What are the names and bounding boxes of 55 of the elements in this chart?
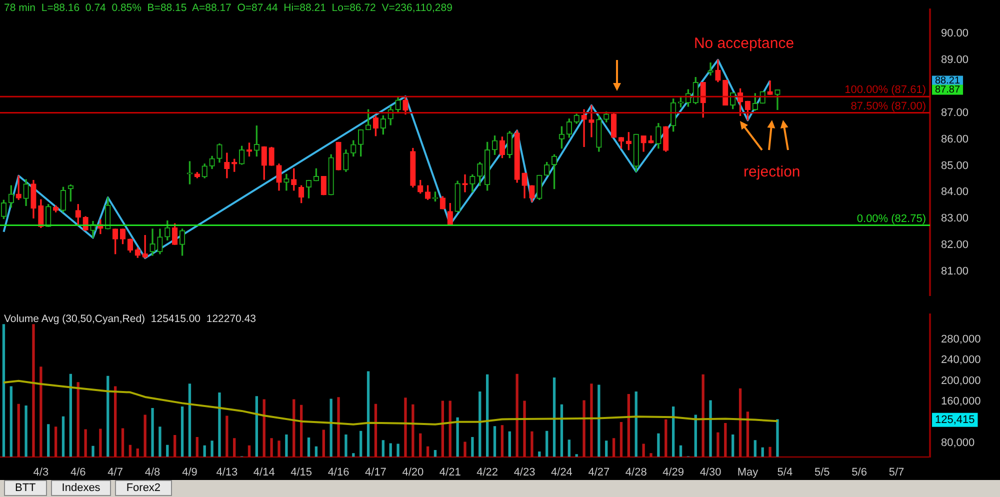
y-tick-label: 280,000 [941,333,981,346]
annotation: 88.21 [935,76,960,87]
x-tick-label: 5/6 [852,466,867,478]
y-tick-label: 80,000 [941,437,975,450]
x-tick-label: 4/6 [70,466,86,478]
y-tick-label: 200,000 [941,374,981,387]
candlestick [588,105,594,138]
x-tick-label: 4/17 [365,466,386,478]
y-tick-label: 84.00 [941,186,969,198]
x-tick-label: 5/5 [814,466,830,478]
y-tick-label: 82.00 [941,239,969,252]
x-tick-label: 4/7 [108,466,123,478]
x-tick-label: 4/27 [588,466,610,478]
x-tick-label: 4/15 [290,466,312,478]
y-tick-label: 86.00 [941,133,969,146]
y-tick-label: 83.00 [941,212,969,225]
candlestick [767,80,773,95]
chart-title: Volume Avg (30,50,Cyan,Red) 125415.00 122270.43 [4,313,256,325]
annotation: No acceptance [694,35,794,52]
x-tick-label: 4/21 [439,466,461,478]
ref-line-label: 87.50% (87.00) [850,100,926,112]
x-tick-label: May [737,466,759,478]
annotation: rejection [744,164,800,181]
x-tick-label: 4/13 [216,466,238,478]
text: Indexes [50,480,112,496]
text: Forex2 [115,480,172,496]
x-tick-label: 4/14 [253,466,275,478]
candlestick [581,109,587,148]
x-tick-label: 5/4 [777,466,793,478]
x-tick-label: 4/28 [625,466,647,478]
x-tick-label: 4/3 [33,466,49,478]
text: 125,415 [935,414,975,426]
y-tick-label: 89.00 [941,54,969,66]
x-tick-label: 4/23 [514,466,536,478]
x-tick-label: 4/24 [551,466,572,478]
x-tick-label: 5/7 [888,466,904,478]
x-tick-label: 4/16 [328,466,350,478]
annotation: 87.87 [935,84,960,96]
x-tick-label: 4/9 [182,466,198,478]
chart-title: 78 min L=88.16 0.74 0.85% B=88.15 A=88.17 O=87.44 Hi=88.21 Lo=86.72 V=236,110,289 [4,2,452,14]
x-tick-label: 4/30 [700,466,722,478]
text: BTT [4,480,47,496]
ref-line-label: 100.00% (87.61) [844,84,926,96]
x-tick-label: 4/22 [476,466,498,478]
y-tick-label: 240,000 [941,354,981,366]
y-tick-label: 87.00 [941,106,969,119]
y-tick-label: 90.00 [941,27,969,40]
y-tick-label: 81.00 [941,266,969,278]
x-tick-label: 4/20 [402,466,424,478]
y-tick-label: 160,000 [941,396,981,408]
x-tick-label: 4/29 [662,466,684,478]
ref-line-label: 0.00% (82.75) [856,212,926,225]
y-tick-label: 85.00 [941,160,969,172]
candlestick [708,62,714,76]
x-tick-label: 4/8 [144,466,160,478]
